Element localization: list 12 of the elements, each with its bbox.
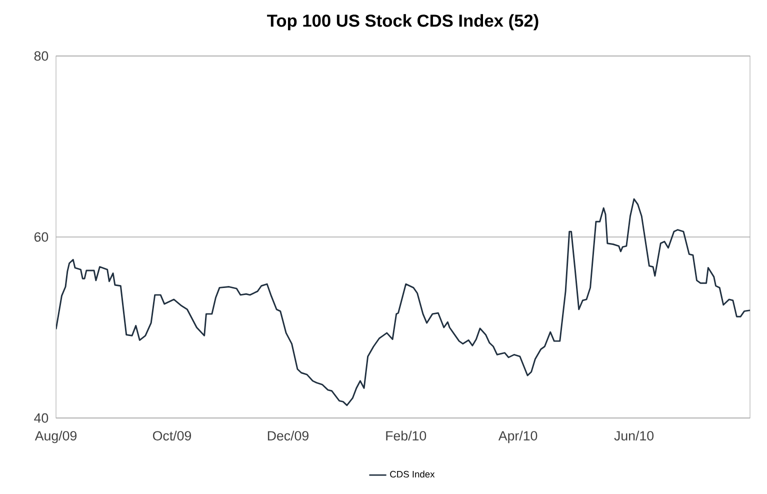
- line-series: [56, 198, 750, 406]
- chart-title: Top 100 US Stock CDS Index (52): [267, 14, 538, 30]
- x-tick-label: Oct/09: [152, 430, 192, 440]
- y-tick-label: 80: [34, 51, 48, 61]
- x-tick-label: Feb/10: [386, 430, 426, 440]
- y-tick-label: 40: [34, 413, 48, 423]
- x-tick-label: Aug/09: [34, 430, 77, 444]
- x-tick-label: Jun/10: [614, 430, 654, 440]
- legend-label: CDS Index: [390, 470, 435, 478]
- x-tick-label: Apr/10: [498, 430, 538, 444]
- x-tick-label: Dec/09: [268, 430, 308, 440]
- y-tick-label: 60: [34, 232, 48, 242]
